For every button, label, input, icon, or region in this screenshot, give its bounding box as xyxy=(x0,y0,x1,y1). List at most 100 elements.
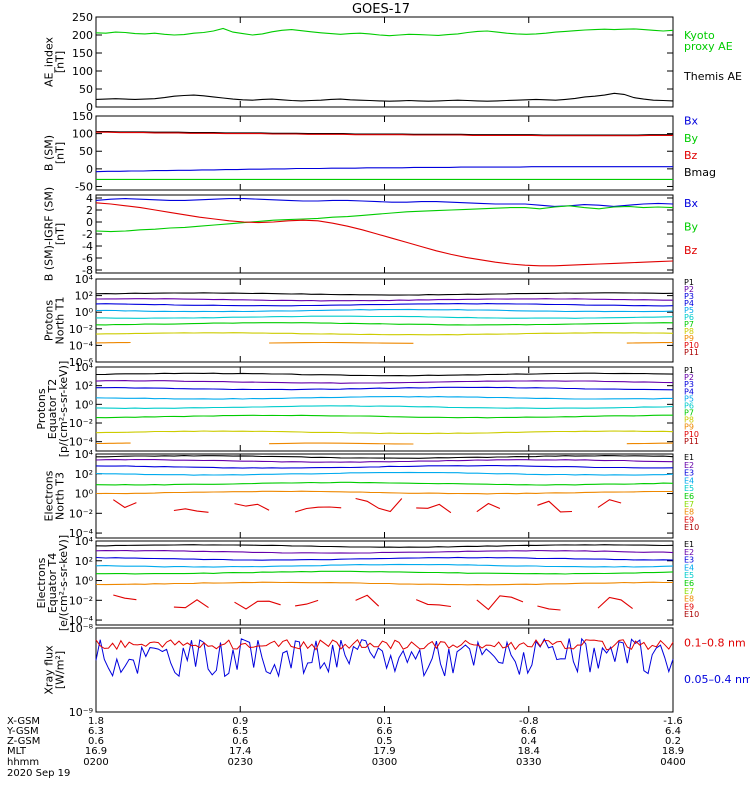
legend-entry: E9 xyxy=(684,602,694,611)
y-axis-label: [p/(cm²-s-sr-keV)] xyxy=(57,361,70,458)
panel-frame xyxy=(95,366,674,452)
y-tick-label: 10⁰ xyxy=(75,575,94,588)
y-tick-label: 0 xyxy=(86,216,93,229)
y-tick-label: 50 xyxy=(79,83,93,96)
y-tick-label: 10⁰ xyxy=(75,488,94,501)
series-line xyxy=(95,298,673,302)
x-value: 0.6 xyxy=(232,736,248,747)
series-line xyxy=(95,563,674,568)
panel-frame xyxy=(95,278,674,363)
y-tick-label: 10⁻⁴ xyxy=(69,527,94,540)
x-value: 6.3 xyxy=(88,726,104,737)
y-tick-label: 10⁻⁸ xyxy=(69,622,94,635)
series-line xyxy=(96,131,673,137)
x-row-label: Z-GSM xyxy=(7,736,40,747)
x-value: 0300 xyxy=(372,757,397,768)
y-tick-label: 50 xyxy=(79,145,93,158)
y-tick-label: 10⁰ xyxy=(75,306,94,319)
y-axis-label: Electrons xyxy=(35,557,48,608)
series-line xyxy=(95,458,674,463)
y-tick-label: -2 xyxy=(82,228,93,241)
y-tick-label: 0 xyxy=(86,101,93,114)
x-value: 18.4 xyxy=(518,746,540,757)
y-axis-label: [nT] xyxy=(54,142,67,164)
y-axis-label: Equator T2 xyxy=(46,379,59,439)
series-line xyxy=(95,581,674,586)
panel-3: 420-2-4-6-8 B (SM)-IGRF (SM)[nT] Bx By Bz xyxy=(43,187,699,281)
series-line xyxy=(355,594,380,607)
legend-entry: P3 xyxy=(684,292,694,301)
series-line xyxy=(95,308,674,313)
y-axis-label: Equator T4 xyxy=(46,553,59,613)
x-value: 17.9 xyxy=(373,746,395,757)
legend-entry: 0.1–0.8 nm xyxy=(684,636,746,649)
legend-entry: P7 xyxy=(684,320,694,329)
panel-2: 150 100 50 0 -50 B (SM)[nT] Bx By Bz Bmag xyxy=(43,110,717,193)
legend-entry: E5 xyxy=(684,484,694,493)
x-value: 6.6 xyxy=(521,726,537,737)
series-line xyxy=(95,396,673,400)
series-line xyxy=(113,594,137,601)
series-line xyxy=(626,442,674,445)
legend-entry: E6 xyxy=(684,492,694,501)
panel-8: 10⁻⁸ 10⁻⁹ Xray flux[W/m²] 0.1–0.8 nm 0.05–0.… xyxy=(43,622,750,719)
y-axis-label: [e/(cm²-s-sr-keV)] xyxy=(57,535,70,631)
legend-entry: E3 xyxy=(684,556,694,565)
series-line xyxy=(95,465,674,469)
y-axis-label: Electrons xyxy=(43,470,56,521)
y-tick-label: 10⁴ xyxy=(75,361,94,374)
x-value: 6.5 xyxy=(232,726,248,737)
y-tick-label: 10⁻² xyxy=(69,323,93,336)
legend-entry: E4 xyxy=(684,476,694,485)
y-tick-label: 150 xyxy=(72,47,93,60)
series-line xyxy=(95,414,673,419)
y-tick-label: 10⁻⁴ xyxy=(69,614,94,627)
y-tick-label: 10⁰ xyxy=(75,398,94,411)
series-line xyxy=(95,405,674,409)
y-tick-label: 10² xyxy=(75,468,93,481)
x-value: 18.9 xyxy=(662,746,684,757)
legend-entry: E10 xyxy=(684,523,699,532)
legend-entry: P9 xyxy=(684,334,694,343)
x-value: 0.9 xyxy=(232,716,248,727)
panel-frame xyxy=(95,194,674,274)
series-line xyxy=(95,544,674,548)
x-row-label: X-GSM xyxy=(7,716,40,727)
series-line xyxy=(95,471,674,476)
legend-entry: E1 xyxy=(684,540,694,549)
x-value: 0230 xyxy=(228,757,253,768)
series-line xyxy=(416,503,452,514)
legend-entry: E9 xyxy=(684,515,694,524)
series-line xyxy=(96,386,674,391)
series-line xyxy=(95,202,674,267)
series-line xyxy=(95,332,674,336)
series-line xyxy=(95,292,674,296)
series-line xyxy=(95,303,674,307)
y-tick-label: 2 xyxy=(86,204,93,217)
y-tick-label: 10⁻⁴ xyxy=(69,436,94,449)
legend-entry: P7 xyxy=(684,409,694,418)
series-line xyxy=(95,92,674,102)
legend-entry: E2 xyxy=(684,548,694,557)
series-line xyxy=(597,596,633,610)
x-value: 1.8 xyxy=(88,716,104,727)
y-axis-label: [W/m²] xyxy=(54,651,67,689)
series-line xyxy=(295,599,319,607)
legend-entry: E1 xyxy=(684,453,694,462)
y-tick-label: 10⁻² xyxy=(69,507,93,520)
legend-entry: Bmag xyxy=(684,166,716,179)
x-value: 0.4 xyxy=(521,736,537,747)
x-row-label: MLT xyxy=(7,746,27,757)
legend-entry: By xyxy=(684,132,699,145)
y-tick-label: 10⁻⁶ xyxy=(69,356,94,369)
y-tick-label: 100 xyxy=(72,65,93,78)
y-tick-label: 10² xyxy=(75,380,93,393)
series-line xyxy=(269,341,414,344)
legend-entry: P3 xyxy=(684,380,694,389)
series-line xyxy=(96,455,674,459)
